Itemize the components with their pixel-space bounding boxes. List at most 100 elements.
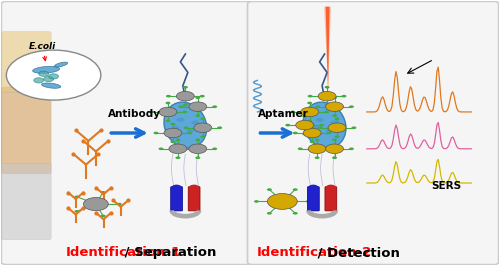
Circle shape [334,135,340,138]
Circle shape [184,126,188,129]
Circle shape [328,123,346,132]
Circle shape [166,120,170,122]
Circle shape [352,126,356,129]
Circle shape [84,197,108,211]
Circle shape [324,104,330,106]
Circle shape [314,156,320,159]
Ellipse shape [32,66,60,73]
FancyBboxPatch shape [2,32,51,92]
Circle shape [342,95,346,97]
Circle shape [306,200,310,203]
Circle shape [319,124,324,126]
Circle shape [178,147,184,150]
Circle shape [116,203,121,205]
Circle shape [34,78,43,83]
Circle shape [154,132,158,134]
Circle shape [310,126,318,130]
Circle shape [268,194,297,209]
Circle shape [330,120,338,124]
Circle shape [302,133,307,135]
Text: Aptamer: Aptamer [258,109,308,119]
Circle shape [324,111,329,113]
Circle shape [74,196,80,198]
Circle shape [326,132,332,134]
Circle shape [272,196,292,207]
Circle shape [200,95,205,97]
Circle shape [254,200,259,203]
Circle shape [293,212,298,215]
Circle shape [158,147,164,150]
Circle shape [310,141,314,143]
Circle shape [176,92,194,101]
Circle shape [182,111,188,113]
Text: Antibody: Antibody [108,109,162,119]
Circle shape [196,156,200,159]
Polygon shape [324,7,331,91]
Circle shape [183,104,188,106]
Circle shape [349,105,354,108]
Circle shape [176,156,180,159]
Circle shape [212,105,217,108]
Circle shape [290,111,295,113]
FancyBboxPatch shape [2,163,51,240]
Circle shape [318,126,322,129]
Text: / Detection: / Detection [314,246,400,259]
FancyBboxPatch shape [325,187,337,211]
Circle shape [326,185,336,190]
Circle shape [318,92,336,101]
Circle shape [217,126,222,129]
Circle shape [326,144,344,153]
Circle shape [307,102,312,104]
Text: E.coli: E.coli [28,42,56,61]
FancyBboxPatch shape [308,187,320,211]
Circle shape [196,139,200,141]
Circle shape [308,185,318,190]
Circle shape [332,147,336,150]
Text: SERS: SERS [432,181,462,191]
Circle shape [349,147,354,150]
Circle shape [286,124,290,126]
Circle shape [183,86,188,89]
Circle shape [334,118,340,120]
Circle shape [192,120,200,124]
Circle shape [100,214,105,217]
Circle shape [189,144,206,153]
Circle shape [332,114,337,117]
Circle shape [186,128,194,132]
Circle shape [74,210,80,213]
Circle shape [164,128,182,138]
Circle shape [293,132,298,134]
Circle shape [300,107,318,117]
Circle shape [189,102,206,111]
Circle shape [267,212,272,215]
Circle shape [48,74,58,79]
Circle shape [44,76,54,82]
Circle shape [267,188,272,191]
Circle shape [332,96,337,99]
Text: Identification-1: Identification-1 [66,246,181,259]
Circle shape [188,132,192,134]
FancyBboxPatch shape [170,187,182,211]
Circle shape [298,147,302,150]
Circle shape [314,139,320,141]
Circle shape [38,71,48,76]
Circle shape [200,135,205,138]
Circle shape [293,188,298,191]
Circle shape [302,115,307,118]
FancyBboxPatch shape [188,187,200,211]
Circle shape [159,107,177,117]
Text: / Separation: / Separation [120,246,216,259]
Circle shape [172,126,179,130]
Circle shape [148,111,154,113]
Circle shape [316,118,324,122]
FancyBboxPatch shape [2,1,252,265]
Circle shape [176,118,184,122]
Circle shape [332,139,337,141]
Circle shape [196,114,200,117]
Circle shape [196,96,200,99]
Circle shape [310,123,314,125]
Circle shape [307,120,312,122]
Circle shape [170,123,175,125]
Circle shape [189,185,199,190]
Circle shape [166,95,171,97]
